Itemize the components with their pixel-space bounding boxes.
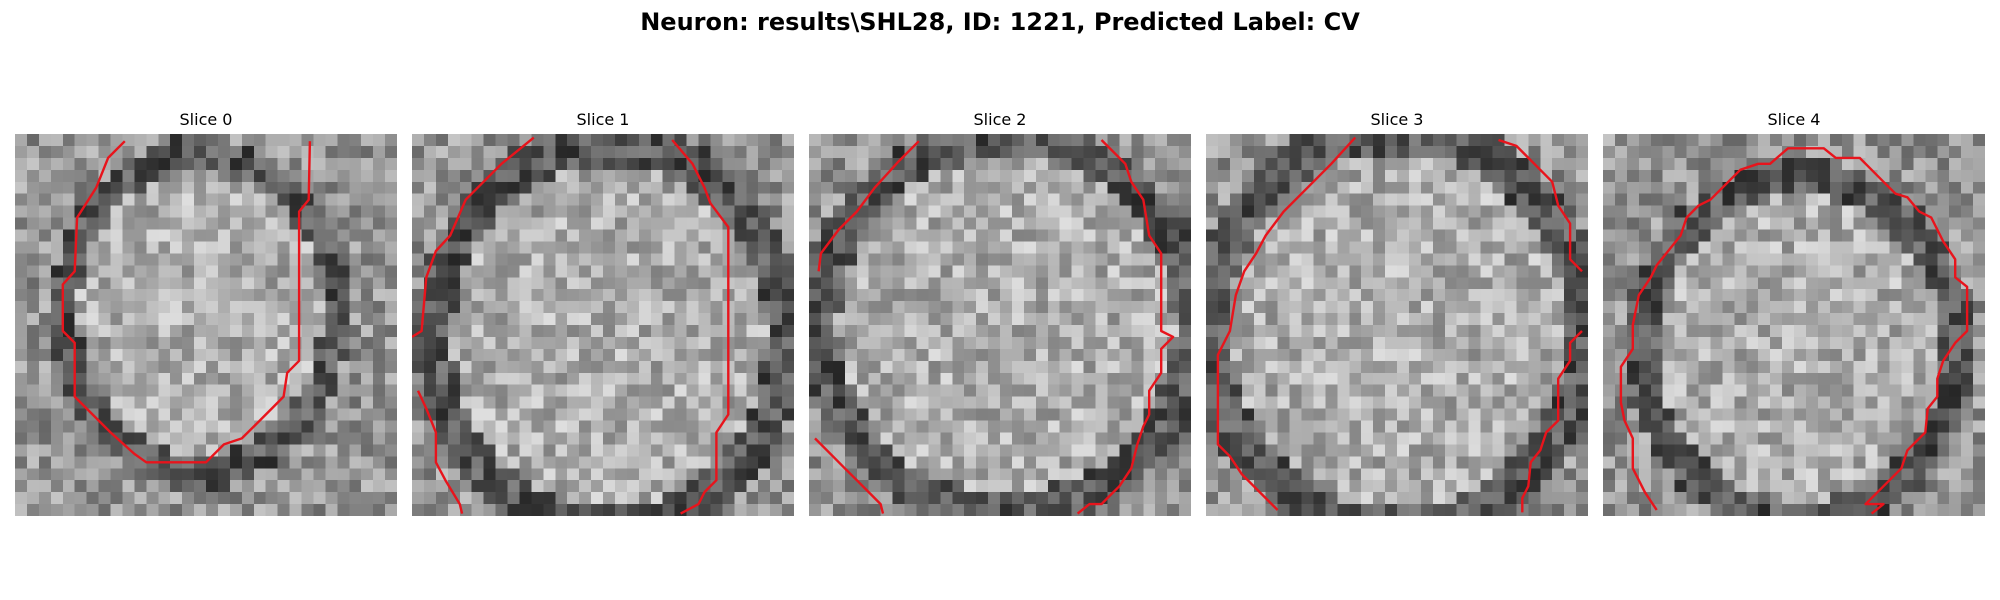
slice-panel-2: Slice 2 [809,110,1191,520]
pixel-grid-0 [15,134,397,516]
figure-title: Neuron: results\SHL28, ID: 1221, Predict… [0,8,2000,36]
slice-title-4: Slice 4 [1603,110,1985,129]
slice-svg-1 [412,134,794,516]
slice-image-4 [1603,134,1985,516]
slice-svg-0 [15,134,397,516]
pixel-grid-1 [412,134,794,516]
slice-image-0 [15,134,397,516]
pixel-grid-3 [1206,134,1588,516]
slice-panel-1: Slice 1 [412,110,794,520]
slice-svg-3 [1206,134,1588,516]
slice-image-2 [809,134,1191,516]
slice-title-1: Slice 1 [412,110,794,129]
slice-title-2: Slice 2 [809,110,1191,129]
slice-panel-3: Slice 3 [1206,110,1588,520]
slice-panel-0: Slice 0 [15,110,397,520]
slice-title-0: Slice 0 [15,110,397,129]
pixel-grid-4 [1603,134,1985,516]
slice-title-3: Slice 3 [1206,110,1588,129]
slice-panel-4: Slice 4 [1603,110,1985,520]
slice-image-1 [412,134,794,516]
slice-panels: Slice 0 Slice 1 Slice 2 Slice 3 Slice 4 [15,110,1985,520]
slice-svg-4 [1603,134,1985,516]
slice-svg-2 [809,134,1191,516]
slice-image-3 [1206,134,1588,516]
